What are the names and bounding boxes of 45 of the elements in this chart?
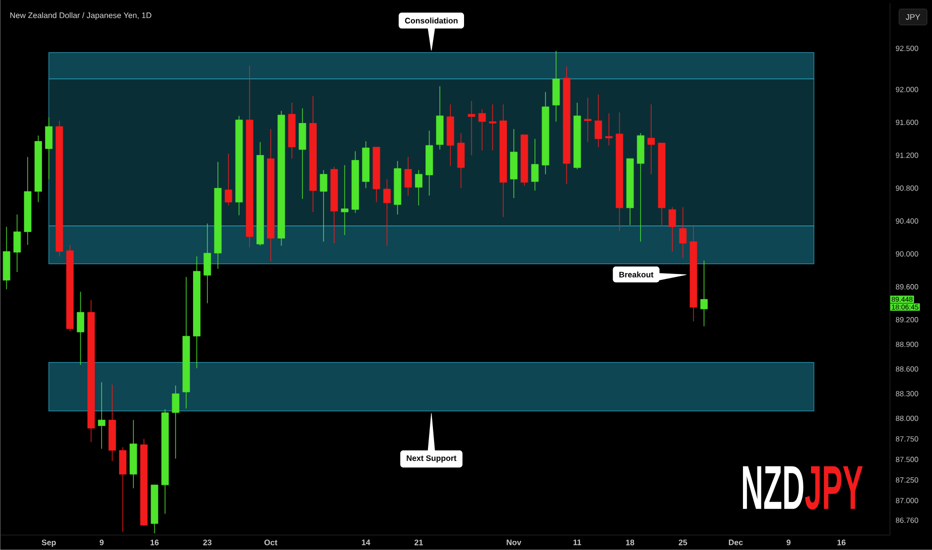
- x-tick-label: 16: [150, 540, 159, 546]
- candlestick: [13, 214, 21, 272]
- x-tick-label: Dec: [728, 540, 743, 546]
- candlestick: [531, 138, 539, 191]
- candlestick: [679, 206, 687, 258]
- x-tick-label: 16: [837, 540, 846, 546]
- candlestick: [383, 178, 391, 246]
- candlestick: [647, 104, 655, 174]
- text: JPY: [906, 14, 920, 20]
- x-tick-label: 25: [678, 540, 688, 546]
- annotation: JPY: [805, 466, 863, 510]
- candlestick: [224, 153, 232, 206]
- candlestick: [119, 446, 126, 532]
- candlestick: [341, 164, 348, 236]
- candlestick: [204, 223, 212, 304]
- candlestick: [488, 104, 496, 151]
- candlestick: [98, 382, 106, 450]
- candlestick: [45, 117, 53, 180]
- annotation: Consolidation: [405, 17, 458, 24]
- candlestick: [700, 260, 708, 327]
- candlestick: [668, 206, 676, 252]
- candlestick: [320, 170, 328, 242]
- annotation: Breakout: [619, 271, 654, 278]
- x-tick-label: 18: [626, 540, 634, 546]
- x-tick-label: Nov: [506, 540, 522, 546]
- candlestick: [605, 112, 613, 146]
- candlestick: [468, 100, 476, 156]
- x-tick-label: Oct: [264, 540, 278, 546]
- candlestick: [404, 156, 412, 196]
- annotation: Next Support: [406, 455, 456, 462]
- candlestick: [415, 170, 422, 206]
- x-tick-label: 23: [203, 540, 212, 546]
- candlestick: [584, 97, 592, 142]
- annotation: NZD: [742, 466, 804, 509]
- x-tick-label: 9: [786, 540, 790, 546]
- x-tick-label: 11: [573, 540, 582, 546]
- candlestick: [76, 291, 84, 366]
- candlestick: [478, 108, 486, 151]
- text: New Zealand Dollar / Japanese Yen, 1D: [10, 12, 152, 20]
- candlestick: [172, 385, 180, 459]
- x-tick-label: 9: [100, 540, 104, 546]
- candlestick: [594, 94, 602, 148]
- x-tick-label: Sep: [42, 540, 56, 547]
- x-tick-label: 21: [414, 540, 423, 546]
- x-tick-label: 14: [362, 540, 370, 546]
